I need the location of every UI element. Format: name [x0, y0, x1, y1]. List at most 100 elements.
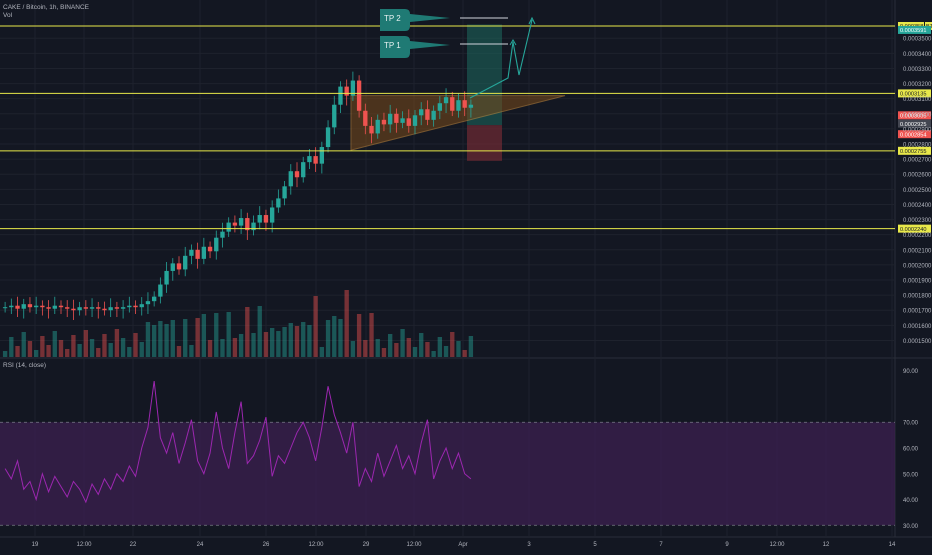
volume-bar: [214, 313, 219, 357]
candle-body: [369, 125, 374, 134]
candle-body: [431, 110, 436, 120]
volume-bar: [21, 332, 26, 357]
y-tick-label: 0.0002200: [903, 233, 932, 239]
candle-body: [238, 218, 244, 226]
y-tick-label: 0.0002300: [903, 218, 932, 224]
x-tick-label: 12:00: [308, 542, 324, 548]
y-tick-label: 0.0003300: [903, 67, 932, 73]
trade-zones: [467, 24, 502, 161]
volume-bar: [313, 296, 318, 357]
candle-body: [443, 97, 449, 104]
volume-bar: [301, 322, 306, 357]
volume-bar: [356, 314, 362, 357]
volume-bar: [96, 348, 101, 357]
candle-body: [462, 100, 467, 108]
candle-body: [145, 301, 151, 305]
projection-peak: [509, 39, 517, 46]
x-tick-label: 5: [593, 542, 597, 548]
volume-bar: [245, 307, 250, 357]
volume-bar: [220, 339, 225, 357]
volume-bar: [189, 345, 194, 357]
rsi-band: [0, 422, 895, 526]
tp1-label: TP 1: [384, 41, 401, 50]
candle-body: [139, 304, 144, 308]
volume-bar: [437, 337, 443, 357]
candles: [2, 71, 474, 321]
candle-body: [450, 97, 455, 111]
volume-bar: [145, 322, 151, 357]
volume-bar: [468, 336, 474, 357]
time-axis[interactable]: 19 12:00 22 24 26 12:00 29 12:00 Apr 3 5 7 9 12:00 12 1…: [32, 542, 896, 548]
candle-body: [319, 147, 325, 164]
candle-body: [356, 80, 362, 111]
x-tick-label: 24: [197, 542, 204, 548]
volume-bar: [151, 325, 157, 357]
price-tag-label: 0.0002240: [900, 227, 926, 233]
candle-body: [419, 109, 424, 116]
x-tick-label: 12:00: [76, 542, 92, 548]
candle-body: [183, 255, 188, 270]
rsi-tick-label: 40.00: [903, 498, 919, 504]
y-tick-label: 0.0002100: [903, 248, 932, 254]
candle-body: [301, 162, 306, 178]
volume-bar: [431, 351, 436, 357]
candle-body: [282, 186, 287, 199]
volume-label: Vol: [3, 12, 13, 19]
candle-body: [195, 249, 200, 259]
volume-bar: [114, 329, 120, 357]
volume-bar: [102, 334, 107, 357]
candle-body: [189, 249, 194, 256]
x-tick-label: 19: [32, 542, 39, 548]
volume-bar: [108, 343, 113, 357]
rsi-label: RSI (14, close): [3, 362, 46, 369]
rsi-tick-label: 30.00: [903, 524, 919, 530]
x-tick-label: 14: [889, 542, 896, 548]
volume-bars: [2, 290, 474, 357]
candle-body: [96, 307, 101, 309]
x-tick-label: 12: [823, 542, 830, 548]
volume-bar: [263, 332, 269, 357]
volume-bar: [276, 331, 281, 357]
price-axis[interactable]: 0.0003500 0.0003400 0.0003300 0.0003200 0.00…: [903, 37, 932, 530]
triangle-shape: [350, 95, 566, 151]
volume-bar: [232, 338, 238, 357]
candle-body: [2, 307, 8, 309]
y-tick-label: 0.0002500: [903, 188, 932, 194]
volume-bar: [89, 339, 95, 357]
candle-body: [27, 304, 33, 308]
candle-body: [313, 156, 318, 164]
candle-body: [251, 222, 256, 231]
rsi-pane: [0, 380, 895, 526]
tp1-callout: [380, 36, 450, 58]
candle-body: [406, 118, 411, 126]
candle-body: [394, 113, 399, 123]
volume-bar: [387, 334, 393, 357]
y-tick-label: 0.0001800: [903, 294, 932, 300]
rsi-tick-label: 60.00: [903, 447, 919, 453]
x-tick-label: 3: [527, 542, 531, 548]
volume-bar: [27, 341, 33, 357]
price-tag: [898, 25, 931, 34]
y-tick-label: 0.0001500: [903, 339, 932, 345]
candle-body: [201, 246, 207, 259]
y-tick-label: 0.0001700: [903, 309, 932, 315]
candle-body: [332, 104, 337, 128]
candle-body: [33, 305, 39, 308]
candle-body: [52, 305, 57, 309]
rsi-tick-label: 70.00: [903, 421, 919, 427]
projection-arrowhead: [528, 16, 536, 25]
candle-body: [325, 127, 331, 148]
price-tag-label: 0.0003005: [900, 114, 926, 120]
candle-body: [220, 231, 225, 238]
candle-body: [133, 305, 138, 308]
price-tag-label: 0.0003591: [900, 28, 926, 34]
candle-body: [257, 215, 262, 223]
symbol-title: CAKE / Bitcoin, 1h, BINANCE: [3, 4, 89, 11]
volume-bar: [369, 313, 374, 357]
tp2-callout: [380, 9, 450, 31]
y-tick-label: 0.0003200: [903, 82, 932, 88]
candle-body: [294, 171, 300, 178]
price-tag: [898, 146, 931, 155]
